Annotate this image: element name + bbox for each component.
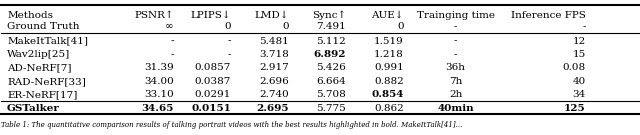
Text: -: -: [454, 37, 458, 46]
Text: 6.664: 6.664: [316, 77, 346, 86]
Text: 2h: 2h: [449, 90, 462, 99]
Text: -: -: [454, 22, 458, 31]
Text: 7.491: 7.491: [316, 22, 346, 31]
Text: 1.218: 1.218: [374, 50, 404, 59]
Text: 125: 125: [564, 104, 586, 113]
Text: 0.0151: 0.0151: [191, 104, 231, 113]
Text: 0.854: 0.854: [371, 90, 404, 99]
Text: 0.08: 0.08: [563, 63, 586, 72]
Text: 0.0387: 0.0387: [195, 77, 231, 86]
Text: 0: 0: [225, 22, 231, 31]
Text: ER-NeRF[17]: ER-NeRF[17]: [7, 90, 77, 99]
Text: Methods: Methods: [7, 11, 53, 20]
Text: Ground Truth: Ground Truth: [7, 22, 79, 31]
Text: -: -: [228, 50, 231, 59]
Text: RAD-NeRF[33]: RAD-NeRF[33]: [7, 77, 86, 86]
Text: AUE↓: AUE↓: [371, 11, 404, 20]
Text: 31.39: 31.39: [144, 63, 173, 72]
Text: -: -: [228, 37, 231, 46]
Text: 6.892: 6.892: [314, 50, 346, 59]
Text: 1.519: 1.519: [374, 37, 404, 46]
Text: 5.708: 5.708: [316, 90, 346, 99]
Text: 0: 0: [397, 22, 404, 31]
Text: MakeItTalk[41]: MakeItTalk[41]: [7, 37, 88, 46]
Text: -: -: [170, 50, 173, 59]
Text: AD-NeRF[7]: AD-NeRF[7]: [7, 63, 72, 72]
Text: 0.991: 0.991: [374, 63, 404, 72]
Text: 0.0857: 0.0857: [195, 63, 231, 72]
Text: 40: 40: [572, 77, 586, 86]
Text: Wav2lip[25]: Wav2lip[25]: [7, 50, 70, 59]
Text: 33.10: 33.10: [144, 90, 173, 99]
Text: -: -: [170, 37, 173, 46]
Text: 0.882: 0.882: [374, 77, 404, 86]
Text: 40min: 40min: [437, 104, 474, 113]
Text: 34.65: 34.65: [141, 104, 173, 113]
Text: 34.00: 34.00: [144, 77, 173, 86]
Text: LMD↓: LMD↓: [254, 11, 289, 20]
Text: 36h: 36h: [445, 63, 466, 72]
Text: ∞: ∞: [165, 22, 173, 31]
Text: 0: 0: [282, 22, 289, 31]
Text: 2.695: 2.695: [256, 104, 289, 113]
Text: 5.426: 5.426: [316, 63, 346, 72]
Text: 2.917: 2.917: [259, 63, 289, 72]
Text: -: -: [454, 50, 458, 59]
Text: 2.740: 2.740: [259, 90, 289, 99]
Text: Table 1: The quantitative comparison results of talking portrait videos with the: Table 1: The quantitative comparison res…: [1, 121, 462, 129]
Text: 34: 34: [572, 90, 586, 99]
Text: 5.481: 5.481: [259, 37, 289, 46]
Text: Inference FPS: Inference FPS: [511, 11, 586, 20]
Text: Sync↑: Sync↑: [312, 10, 346, 20]
Text: GSTalker: GSTalker: [7, 104, 60, 113]
Text: 15: 15: [572, 50, 586, 59]
Text: 5.775: 5.775: [316, 104, 346, 113]
Text: 12: 12: [572, 37, 586, 46]
Text: Trainging time: Trainging time: [417, 11, 495, 20]
Text: 0.0291: 0.0291: [195, 90, 231, 99]
Text: LPIPS↓: LPIPS↓: [191, 11, 231, 20]
Text: 2.696: 2.696: [259, 77, 289, 86]
Text: PSNR↑: PSNR↑: [134, 11, 173, 20]
Text: -: -: [582, 22, 586, 31]
Text: 7h: 7h: [449, 77, 462, 86]
Text: 5.112: 5.112: [316, 37, 346, 46]
Text: 0.862: 0.862: [374, 104, 404, 113]
Text: 3.718: 3.718: [259, 50, 289, 59]
